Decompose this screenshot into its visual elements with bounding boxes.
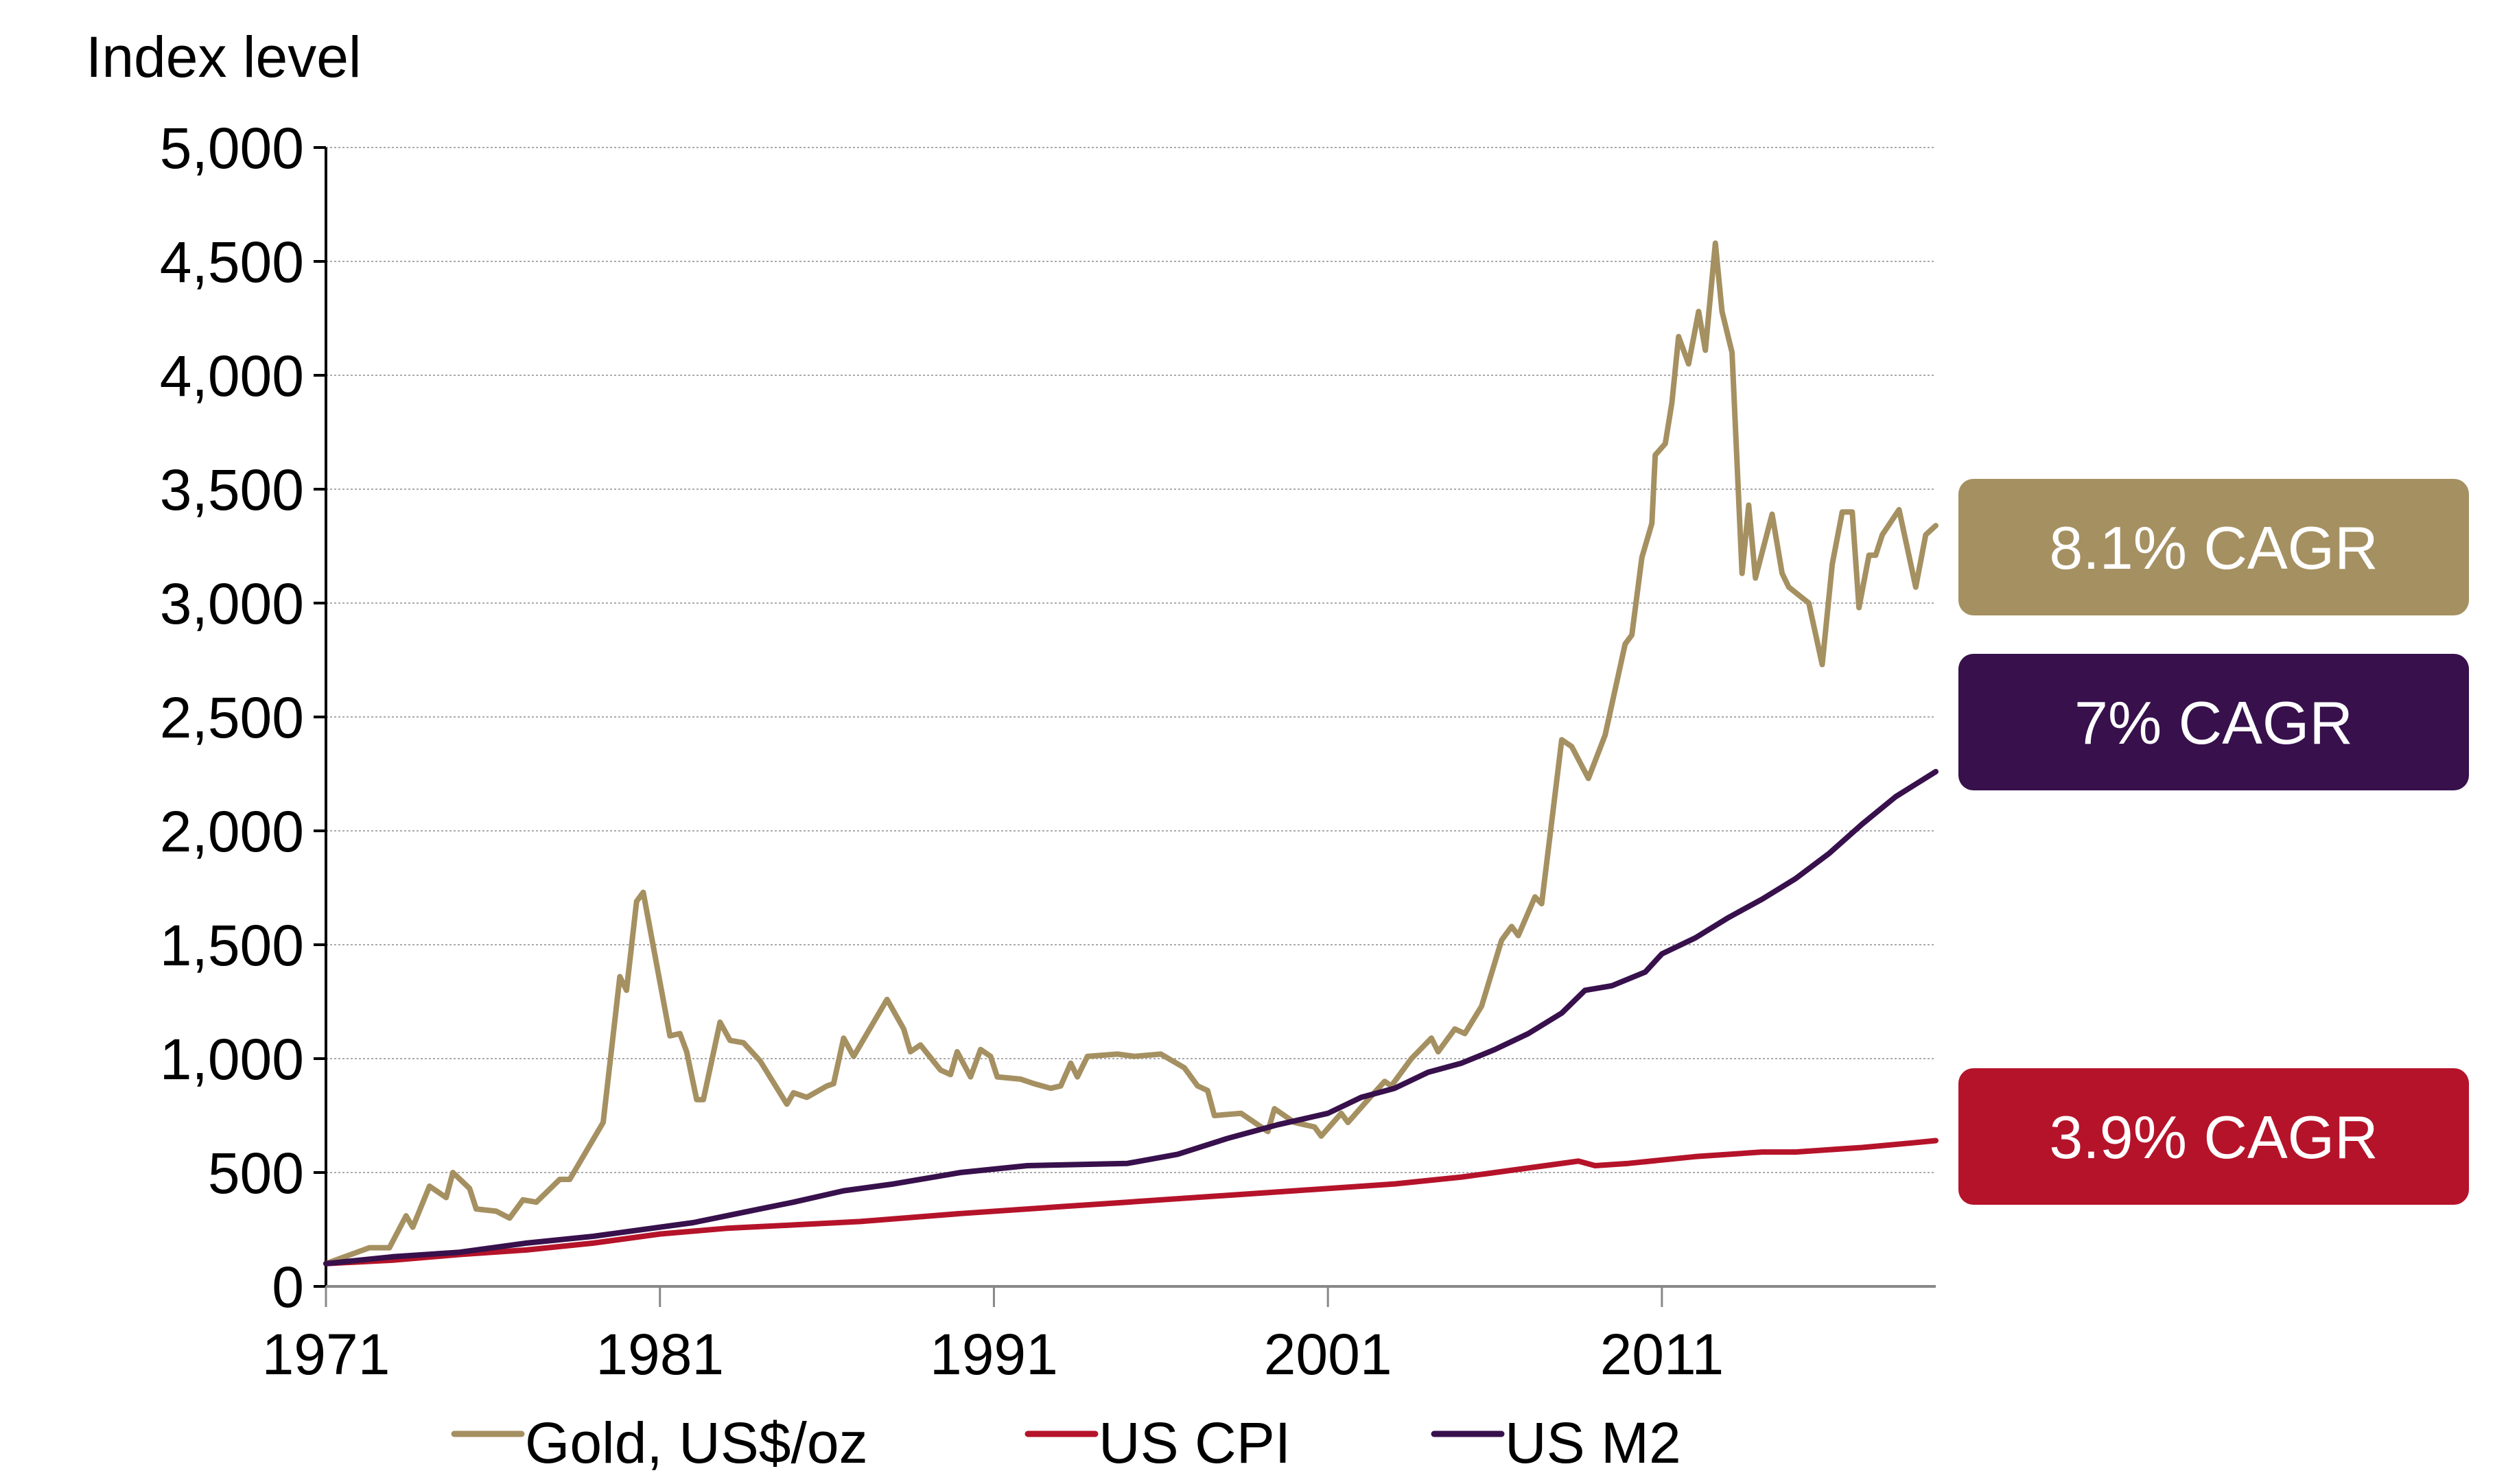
cagr-badge-gold: 8.1% CAGR bbox=[1958, 479, 2469, 615]
y-tick-label: 0 bbox=[272, 1255, 304, 1319]
badge-label: 8.1% CAGR bbox=[2049, 514, 2378, 582]
x-tick-label: 2011 bbox=[1600, 1322, 1724, 1387]
series-line-us-m2 bbox=[323, 768, 1939, 1267]
x-tick-label: 1971 bbox=[262, 1322, 390, 1387]
badge-background bbox=[1958, 479, 2469, 615]
legend-item: US CPI bbox=[1024, 1411, 1291, 1475]
cagr-badge-cpi: 3.9% CAGR bbox=[1958, 1068, 2469, 1205]
y-tick-label: 1,000 bbox=[160, 1027, 304, 1092]
x-tick-label: 1991 bbox=[930, 1322, 1058, 1387]
badge-label: 3.9% CAGR bbox=[2049, 1103, 2378, 1171]
cagr-badges: 8.1% CAGR 3.9% CAGR 7% CAGR bbox=[1958, 479, 2469, 1205]
y-tick-label: 1,500 bbox=[160, 913, 304, 978]
badge-background bbox=[1958, 654, 2469, 790]
y-tick-label: 2,000 bbox=[160, 799, 304, 864]
y-axis: 0 500 1,000 1,500 2,000 2,500 3,000 3,500 4,000 4… bbox=[160, 116, 327, 1319]
x-tick-label: 1981 bbox=[596, 1322, 724, 1387]
legend-label: Gold, US$/oz bbox=[525, 1411, 868, 1475]
x-tick-label: 2001 bbox=[1264, 1322, 1392, 1387]
y-tick-label: 500 bbox=[208, 1141, 304, 1205]
y-tick-label: 4,500 bbox=[160, 230, 304, 294]
cagr-badge-m2: 7% CAGR bbox=[1958, 654, 2469, 790]
legend-label: US M2 bbox=[1505, 1411, 1681, 1475]
x-axis: 1971 1981 1991 2001 2011 bbox=[262, 1285, 1936, 1387]
series-lines bbox=[323, 240, 1939, 1267]
y-tick-label: 5,000 bbox=[160, 116, 304, 180]
badge-background bbox=[1958, 1068, 2469, 1205]
series-line-gold-us-oz bbox=[323, 240, 1939, 1267]
y-tick-label: 2,500 bbox=[160, 685, 304, 750]
legend-item: US M2 bbox=[1431, 1411, 1681, 1475]
gridlines bbox=[326, 147, 1936, 1173]
y-tick-label: 3,500 bbox=[160, 458, 304, 522]
badge-label: 7% CAGR bbox=[2074, 689, 2353, 757]
legend: Gold, US$/oz US CPI US M2 bbox=[451, 1411, 1681, 1475]
y-axis-label: Index level bbox=[86, 25, 362, 89]
y-tick-label: 4,000 bbox=[160, 344, 304, 408]
series-line-us-cpi bbox=[323, 1138, 1939, 1267]
y-tick-label: 3,000 bbox=[160, 572, 304, 636]
legend-item: Gold, US$/oz bbox=[451, 1411, 868, 1475]
legend-label: US CPI bbox=[1099, 1411, 1291, 1475]
